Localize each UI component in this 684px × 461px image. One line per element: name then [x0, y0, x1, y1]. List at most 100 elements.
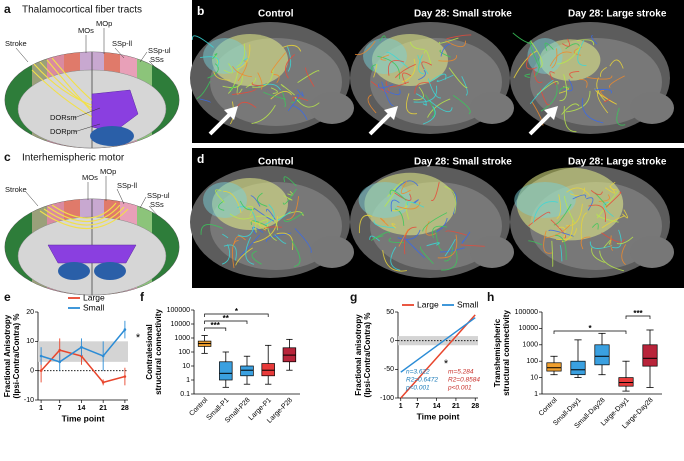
fiber	[440, 247, 465, 253]
fiber	[223, 63, 234, 74]
fiber	[590, 190, 603, 196]
annotation: n=3.622	[406, 369, 430, 376]
fiber	[270, 87, 278, 94]
x-tick-label: 14	[433, 403, 441, 410]
fiber	[251, 104, 276, 125]
box	[594, 344, 610, 366]
box	[618, 377, 634, 387]
fiber	[287, 94, 300, 112]
y-tick-label: 100000	[167, 307, 190, 314]
fiber	[423, 50, 432, 65]
fiber	[192, 35, 214, 48]
fiber	[391, 223, 396, 229]
x-tick-label: Control	[188, 396, 209, 417]
fiber	[253, 207, 275, 222]
fiber	[223, 190, 242, 214]
data-point	[123, 328, 127, 331]
y-tick-label: 1	[534, 391, 538, 398]
y-axis-label: (Ipsi-Contra/Contra) %	[12, 314, 21, 399]
box	[546, 362, 562, 372]
fiber	[291, 240, 301, 267]
fiber	[239, 234, 261, 257]
region-label: SSp-ll	[112, 39, 132, 48]
fiber	[452, 191, 457, 215]
cerebellum-render	[630, 236, 674, 268]
fiber	[556, 228, 578, 241]
region-label: DORpm	[50, 127, 77, 136]
fiber	[435, 229, 443, 252]
fiber	[212, 53, 218, 60]
fiber	[292, 96, 309, 102]
fiber	[580, 236, 591, 250]
fiber	[413, 199, 419, 204]
fiber	[440, 43, 451, 57]
box	[642, 344, 658, 367]
y-tick-label: 0	[390, 338, 394, 345]
fiber	[232, 66, 252, 78]
fiber	[591, 34, 598, 45]
fiber	[437, 234, 458, 259]
fiber	[250, 220, 269, 228]
fiber	[389, 189, 407, 201]
fiber	[548, 229, 574, 237]
fiber	[291, 104, 308, 120]
fiber	[553, 203, 572, 226]
fiber	[551, 48, 558, 69]
y-axis-label: Fractional Anisotropy	[3, 314, 12, 397]
fiber	[556, 44, 582, 65]
region-label: Stroke	[5, 185, 27, 194]
fiber	[286, 196, 300, 220]
cerebellum-render	[470, 236, 514, 268]
region-label: SSp-ul	[148, 46, 171, 55]
significance: **	[223, 314, 230, 323]
series-line	[400, 314, 476, 399]
panel-letter: g	[350, 290, 357, 304]
fiber	[236, 44, 251, 70]
fiber	[586, 75, 613, 80]
fiber	[207, 63, 219, 79]
leader	[114, 47, 125, 59]
fiber	[565, 90, 591, 113]
fiber	[596, 213, 619, 223]
box	[570, 360, 586, 376]
panel-title: Thalamocortical fiber tracts	[22, 5, 142, 16]
fiber	[222, 233, 229, 239]
render-title: Day 28: Large stroke	[568, 9, 667, 20]
fiber	[370, 81, 390, 93]
y-tick-label: 100000	[515, 309, 538, 316]
fiber	[563, 106, 577, 133]
data-point	[123, 375, 127, 378]
fiber	[588, 204, 606, 222]
fiber	[460, 244, 485, 247]
fiber	[229, 85, 237, 91]
legend-label: Small	[457, 299, 478, 309]
fiber	[281, 90, 286, 107]
fiber	[409, 41, 425, 50]
fiber	[609, 59, 624, 69]
fiber	[576, 39, 595, 46]
fiber	[215, 55, 220, 66]
fiber	[245, 236, 255, 265]
significance-bracket	[204, 327, 227, 331]
fiber	[611, 229, 622, 249]
fiber	[586, 197, 594, 211]
fiber	[616, 107, 626, 126]
y-axis-label: Fractional anisotropy	[354, 314, 363, 396]
fiber	[255, 222, 257, 233]
fiber	[215, 189, 225, 204]
box	[219, 361, 233, 381]
fiber	[621, 244, 627, 266]
fiber	[559, 74, 568, 102]
cerebellum-render	[630, 92, 674, 124]
render-title: Day 28: Large stroke	[568, 157, 667, 168]
data-point	[58, 360, 62, 364]
x-axis-label: Time point	[62, 413, 105, 423]
leader	[139, 51, 148, 63]
fiber	[264, 203, 275, 226]
cerebellum-render	[310, 236, 354, 268]
fiber	[398, 229, 409, 247]
fiber	[555, 234, 567, 261]
y-tick-label: 0.1	[180, 391, 190, 398]
fiber	[373, 63, 378, 78]
fiber	[559, 86, 571, 93]
